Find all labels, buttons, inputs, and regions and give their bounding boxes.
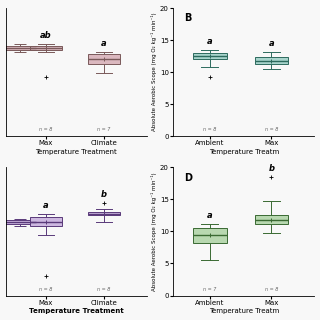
X-axis label: Temperature Treatm: Temperature Treatm <box>209 308 279 315</box>
Text: a: a <box>43 201 49 210</box>
Y-axis label: Absolute Aerobic Scope (mg O₂ kg⁻¹ min⁻¹): Absolute Aerobic Scope (mg O₂ kg⁻¹ min⁻¹… <box>151 172 157 291</box>
Bar <box>4 220 36 224</box>
Text: a: a <box>207 37 213 46</box>
Bar <box>4 46 36 50</box>
PathPatch shape <box>30 46 62 50</box>
Text: n = 8: n = 8 <box>265 287 278 292</box>
Text: a: a <box>101 39 107 48</box>
Text: n = 7: n = 7 <box>97 127 110 132</box>
PathPatch shape <box>88 54 120 64</box>
Text: n = 8: n = 8 <box>97 287 110 292</box>
PathPatch shape <box>88 212 120 215</box>
Text: D: D <box>184 172 192 182</box>
Text: n = 8: n = 8 <box>39 287 52 292</box>
PathPatch shape <box>30 217 62 226</box>
X-axis label: Temperature Treatment: Temperature Treatment <box>29 308 124 315</box>
Text: a: a <box>207 211 213 220</box>
PathPatch shape <box>193 228 227 243</box>
Text: n = 8: n = 8 <box>265 127 278 132</box>
X-axis label: Temperature Treatment: Temperature Treatment <box>36 149 117 155</box>
Text: B: B <box>184 13 192 23</box>
Text: n = 7: n = 7 <box>203 287 217 292</box>
PathPatch shape <box>254 215 288 224</box>
Text: n = 8: n = 8 <box>203 127 217 132</box>
Text: b: b <box>268 164 275 173</box>
Text: n = 8: n = 8 <box>39 127 52 132</box>
PathPatch shape <box>193 53 227 59</box>
PathPatch shape <box>254 57 288 64</box>
Text: b: b <box>101 190 107 199</box>
Text: ab: ab <box>40 31 52 40</box>
Y-axis label: Absolute Aerobic Scope (mg O₂ kg⁻¹ min⁻¹): Absolute Aerobic Scope (mg O₂ kg⁻¹ min⁻¹… <box>151 13 157 132</box>
Text: a: a <box>268 39 274 48</box>
X-axis label: Temperature Treatm: Temperature Treatm <box>209 149 279 155</box>
